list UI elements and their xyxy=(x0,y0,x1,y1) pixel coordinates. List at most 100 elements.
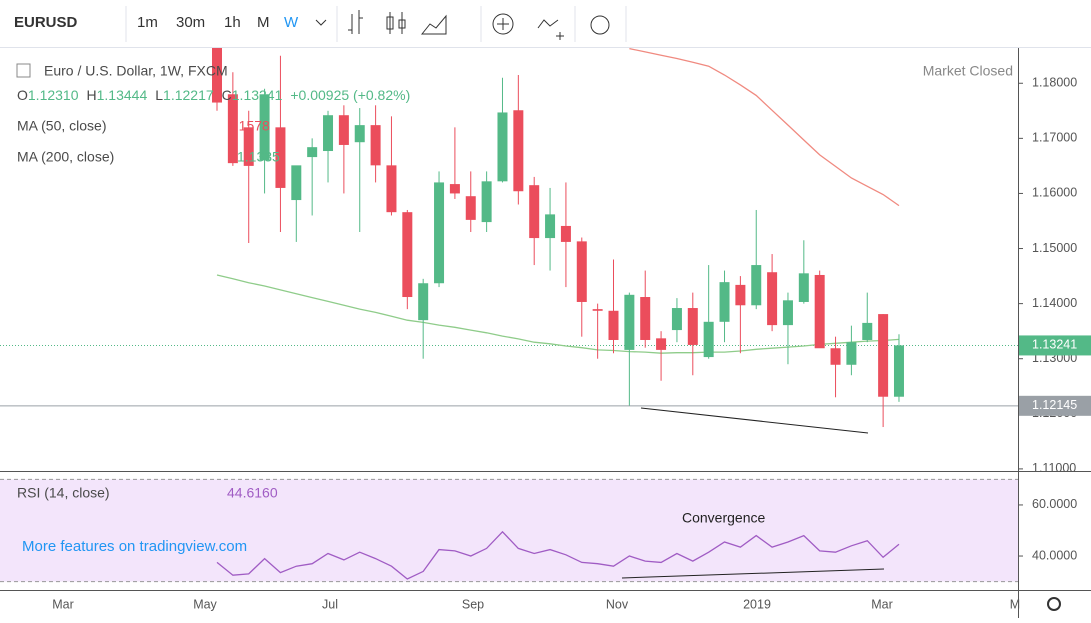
candle-body xyxy=(354,125,365,143)
market-status: Market Closed xyxy=(923,63,1013,79)
time-label: May xyxy=(193,597,217,611)
time-label: Sep xyxy=(462,597,484,611)
candle-body xyxy=(259,94,270,161)
interval[interactable]: 30m xyxy=(176,14,205,31)
candle-body xyxy=(497,112,508,182)
interval[interactable]: M xyxy=(257,14,270,31)
price-pane xyxy=(0,48,1018,428)
candle-body xyxy=(719,282,730,322)
y-tick-label: 1.15000 xyxy=(1032,241,1077,255)
y-tick-label: 1.17000 xyxy=(1032,131,1077,145)
y-tick-label: 60.0000 xyxy=(1032,497,1077,511)
bar-style-icon[interactable] xyxy=(348,10,363,34)
ohlc-value: 1.13444 xyxy=(97,87,148,103)
collapse-icon[interactable] xyxy=(16,63,31,78)
candle-body xyxy=(227,94,238,164)
trend-line xyxy=(621,568,885,579)
candle-body xyxy=(592,309,603,311)
candle-body xyxy=(782,300,793,326)
candle-body xyxy=(513,110,524,192)
indicator-name[interactable]: MA (200, close) xyxy=(17,149,114,165)
legend-title: Euro / U.S. Dollar, 1W, FXCM xyxy=(44,63,228,79)
candle-body xyxy=(687,308,698,345)
candle-body xyxy=(640,297,651,340)
y-tick-label: 1.18000 xyxy=(1032,76,1077,90)
ohlc-key: L xyxy=(155,87,163,103)
toolbar xyxy=(0,0,1091,47)
candle-body xyxy=(275,127,286,188)
indicator-name[interactable]: RSI (14, close) xyxy=(17,485,110,501)
candle-body xyxy=(751,265,762,306)
candle-body xyxy=(243,127,254,166)
candle-body xyxy=(671,308,682,331)
ohlc-value: 1.12217 xyxy=(163,87,214,103)
candle-body xyxy=(703,321,714,358)
indicator-value: 44.6160 xyxy=(227,485,278,501)
symbol[interactable]: EURUSD xyxy=(14,14,78,31)
candle-body xyxy=(449,184,460,194)
candle-body xyxy=(735,284,746,306)
moving-average-line xyxy=(216,274,900,354)
price-tag-label: 1.12145 xyxy=(1032,398,1077,412)
ohlc-value: 1.12310 xyxy=(28,87,79,103)
candle-body xyxy=(798,273,809,302)
candle-body xyxy=(862,322,873,340)
rsi-pane xyxy=(0,478,1018,583)
candle-body xyxy=(338,115,349,145)
candle-body xyxy=(576,241,587,302)
time-label: M xyxy=(1010,597,1020,611)
candle-body xyxy=(418,283,429,321)
candle-body xyxy=(529,185,540,239)
price-tag xyxy=(1019,335,1091,356)
time-label: 2019 xyxy=(743,597,771,611)
indicator-name[interactable]: MA (50, close) xyxy=(17,118,106,134)
candle-body xyxy=(560,225,571,242)
candle-body xyxy=(402,212,413,298)
candle-body xyxy=(545,214,556,239)
ohlc-value: 1.13241 xyxy=(232,87,283,103)
candle-body xyxy=(307,147,318,158)
y-tick-label: 1.14000 xyxy=(1032,296,1077,310)
moving-average-line xyxy=(629,48,900,207)
indicator-icon[interactable] xyxy=(537,19,564,40)
candle-body xyxy=(323,115,334,152)
y-tick-label: 40.0000 xyxy=(1032,548,1077,562)
candle-body xyxy=(608,310,619,340)
compare-icon[interactable] xyxy=(492,13,514,35)
compare-icon-plus xyxy=(497,18,509,30)
dropdown-icon[interactable] xyxy=(315,19,327,26)
interval[interactable]: 1m xyxy=(137,14,158,31)
rsi-band xyxy=(0,479,1018,582)
ohlc: O1.12310 H1.13444 L1.12217 C1.13241 +0.00925… xyxy=(17,87,410,103)
candle-body xyxy=(291,165,302,201)
candle-body xyxy=(656,338,667,350)
interval[interactable]: 1h xyxy=(224,14,241,31)
time-label: Mar xyxy=(871,597,893,611)
candle-body xyxy=(846,342,857,365)
candle-body xyxy=(624,294,635,350)
rsi-line xyxy=(216,530,900,580)
candle-body xyxy=(814,274,825,349)
settings-icon[interactable] xyxy=(1047,597,1061,611)
candle-body xyxy=(878,314,889,397)
trend-line xyxy=(640,407,869,434)
time-label: Jul xyxy=(322,597,338,611)
time-label: Nov xyxy=(606,597,629,611)
watermark[interactable]: More features on tradingview.com xyxy=(22,538,247,555)
candle-body xyxy=(212,48,222,103)
indicator-value: 1.1578 xyxy=(227,118,270,134)
area-style-icon[interactable] xyxy=(420,14,447,35)
candle-body xyxy=(434,182,445,284)
candle-body xyxy=(893,345,904,397)
candle-style-icon[interactable] xyxy=(386,12,406,34)
indicator-value: 1.1335 xyxy=(237,149,280,165)
interval-active[interactable]: W xyxy=(284,14,299,31)
ohlc-key: C xyxy=(222,87,232,103)
ohlc-key: H xyxy=(87,87,97,103)
candle-body xyxy=(767,272,778,326)
candle-body xyxy=(830,348,841,365)
candle-body xyxy=(386,165,397,213)
y-tick-label: 1.11000 xyxy=(1032,461,1076,475)
alert-icon[interactable] xyxy=(590,15,610,35)
